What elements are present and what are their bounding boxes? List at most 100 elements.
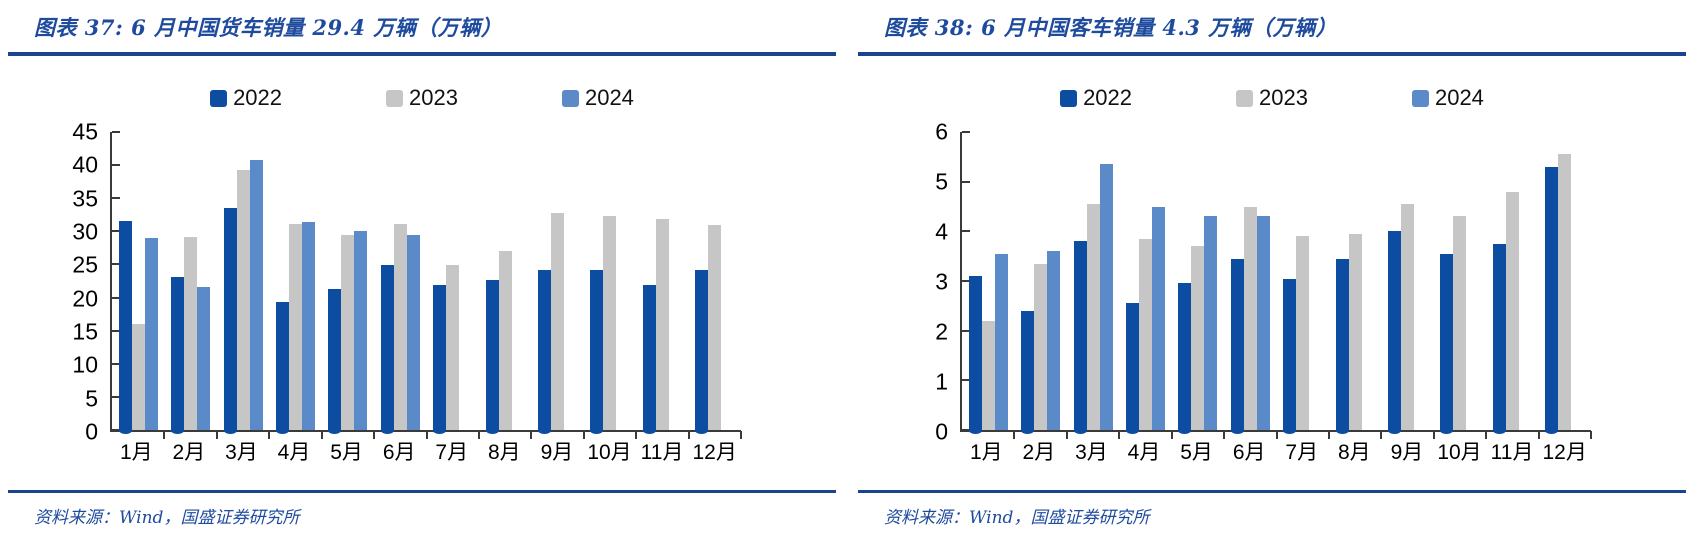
y-axis-tick: [112, 230, 120, 233]
bar-2022-11月: [1492, 243, 1506, 435]
y-axis-tick: [962, 379, 970, 382]
legend-label: 2022: [1083, 85, 1133, 110]
bar-2023-12月: [1558, 154, 1572, 430]
y-axis-labels: 0 1 2 3 4 5 6: [908, 120, 960, 443]
bar-2024-3月: [249, 160, 263, 430]
chart-title: 图表 38: 6 月中国客车销量 4.3 万辆（万辆）: [884, 15, 1338, 40]
x-axis-label: 4月: [1127, 441, 1161, 464]
bar-group-3月: [217, 132, 269, 434]
bar-group-5月: [1172, 132, 1224, 434]
bar-group-2月: [164, 132, 216, 434]
bar-2022-3月: [1073, 241, 1087, 434]
bar-2024-4月: [301, 222, 315, 430]
bar-2022-8月: [485, 279, 499, 435]
x-axis-label: 6月: [382, 441, 416, 464]
bar-2023-9月: [1401, 204, 1415, 430]
legend-color-swatch: [386, 89, 404, 107]
legend-item-2023: 2023: [386, 85, 458, 111]
y-axis-tick-label: 0: [85, 418, 98, 445]
x-axis-tick: [1327, 431, 1330, 439]
bar-2023-10月: [603, 216, 617, 430]
bar-2024-1月: [994, 253, 1008, 430]
y-axis-tick: [112, 131, 120, 133]
x-axis-label: 2月: [1022, 441, 1056, 464]
x-axis-tick: [582, 431, 585, 439]
legend-item-2022: 2022: [210, 85, 282, 111]
y-axis-tick: [962, 131, 970, 133]
y-axis-tick-label: 5: [935, 168, 948, 195]
bar-2022-10月: [1440, 253, 1454, 435]
y-axis-tick-label: 5: [85, 385, 98, 412]
legend-item-2023: 2023: [1236, 85, 1308, 111]
x-axis-label: 1月: [119, 441, 153, 464]
x-axis-label: 7月: [435, 441, 469, 464]
bar-2023-4月: [288, 224, 302, 430]
x-axis-tick: [1485, 431, 1488, 439]
y-axis-tick: [112, 429, 120, 431]
y-axis-tick-label: 1: [935, 368, 948, 395]
legend-item-2022: 2022: [1060, 85, 1132, 111]
bar-2022-9月: [538, 269, 552, 435]
bar-2023-7月: [1296, 236, 1310, 430]
legend-label: 2024: [584, 85, 634, 110]
figure-bus-sales: 图表 38: 6 月中国客车销量 4.3 万辆（万辆） 2022 2023 20…: [850, 0, 1700, 549]
x-axis-tick: [163, 431, 166, 439]
plot-row: 0 1 2 3 4 5 6: [908, 120, 1592, 443]
bar-2022-2月: [1021, 310, 1035, 435]
bar-2022-6月: [1230, 258, 1244, 435]
bar-2022-8月: [1335, 258, 1349, 435]
bar-group-11月: [636, 132, 688, 435]
x-axis-tick: [1590, 431, 1592, 439]
y-axis-labels: 0 5 10 15 20 25 30 35 40 45: [58, 120, 110, 443]
source-note: 资料来源：Wind，国盛证券研究所: [884, 508, 1150, 528]
y-axis-tick-label: 35: [72, 185, 98, 212]
bar-2022-5月: [328, 288, 342, 435]
y-axis-tick: [962, 230, 970, 233]
bar-2023-10月: [1453, 216, 1467, 430]
bar-2023-3月: [236, 170, 250, 430]
bar-2022-4月: [1125, 303, 1139, 434]
bar-2022-7月: [1283, 278, 1297, 435]
x-axis-label: 2月: [172, 441, 206, 464]
bar-2023-11月: [1505, 191, 1519, 430]
bar-2022-12月: [1545, 166, 1559, 435]
y-axis-tick-label: 45: [72, 118, 98, 145]
bar-2023-2月: [184, 237, 198, 430]
x-axis-tick: [1537, 431, 1540, 439]
x-axis-tick: [477, 431, 480, 439]
bar-group-7月: [1277, 132, 1329, 435]
legend-item-2024: 2024: [561, 85, 634, 111]
x-axis-label: 4月: [277, 441, 311, 464]
chart-body: 0 1 2 3 4 5 6 1月 2月 3月 4月 5月 6月 7月 8月 9月 10月 11月 12月: [908, 114, 1592, 470]
bar-2022-11月: [642, 284, 656, 435]
bar-2024-4月: [1151, 206, 1165, 430]
x-axis-label: 12月: [692, 441, 737, 464]
x-axis-tick: [215, 431, 218, 439]
y-axis-tick-label: 3: [935, 268, 948, 295]
bar-group-10月: [1434, 132, 1486, 435]
bar-2022-1月: [968, 276, 982, 434]
legend-label: 2023: [1259, 85, 1308, 110]
x-axis-tick: [530, 431, 533, 439]
x-axis-labels: 1月 2月 3月 4月 5月 6月 7月 8月 9月 10月 11月 12月: [960, 432, 1591, 470]
plot-area: [960, 131, 1592, 439]
chart-title: 图表 37: 6 月中国货车销量 29.4 万辆（万辆）: [34, 15, 503, 40]
x-axis-label: 11月: [640, 441, 684, 464]
bar-2022-7月: [433, 284, 447, 435]
x-axis-label: 3月: [225, 441, 258, 464]
legend-color-swatch: [561, 89, 579, 107]
x-axis-label: 10月: [1437, 441, 1482, 464]
y-axis-tick: [112, 329, 120, 332]
x-axis-tick: [1432, 431, 1435, 439]
y-axis-tick: [962, 329, 970, 332]
x-axis-label: 9月: [1390, 441, 1424, 464]
legend-color-swatch: [1411, 89, 1429, 107]
bar-2022-4月: [275, 301, 289, 435]
y-axis-tick-label: 30: [72, 218, 98, 245]
bar-2023-6月: [1243, 206, 1257, 430]
x-axis-label: 11月: [1490, 441, 1534, 464]
bar-group-12月: [1539, 132, 1591, 435]
chart-legend: 2022 2023 2024: [8, 82, 836, 114]
x-axis-tick: [320, 431, 323, 439]
chart-body: 0 5 10 15 20 25 30 35 40 45 1月 2月 3月 4月 5月 6月 7月 8月 9月 10月…: [58, 114, 742, 470]
